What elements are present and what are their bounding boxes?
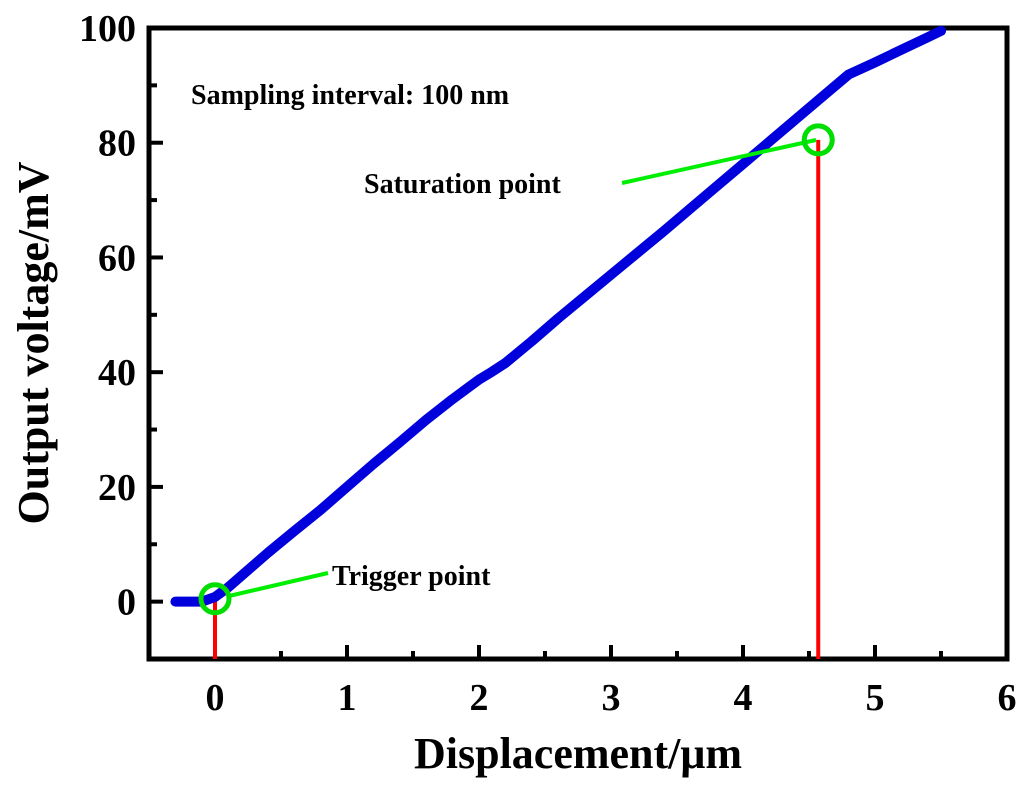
x-tick-labels: 0 1 2 3 4 5 6: [206, 677, 1017, 719]
x-axis-title: Displacement/μm: [414, 729, 742, 778]
y-tick-label: 80: [98, 123, 136, 165]
y-tick-label: 0: [117, 582, 136, 624]
x-tick-label: 0: [206, 677, 225, 719]
series-line: [170, 25, 946, 607]
saturation-point-label: Saturation point: [364, 169, 561, 200]
y-tick-label: 100: [79, 8, 136, 50]
marker-circle: [198, 582, 232, 616]
trigger-leader-line: [228, 571, 329, 598]
x-tick-label: 2: [470, 677, 489, 719]
series-layer: [170, 25, 946, 607]
sampling-interval-annotation: Sampling interval: 100 nm: [191, 80, 509, 111]
y-tick-label: 40: [98, 352, 136, 394]
trigger-point-label: Trigger point: [332, 561, 491, 592]
marker-layer: [198, 123, 835, 616]
drop-lines: [213, 139, 821, 659]
x-tick-label: 3: [602, 677, 621, 719]
x-tick-label: 5: [866, 677, 885, 719]
y-tick-label: 20: [98, 467, 136, 509]
y-axis-title: Output voltage/mV: [9, 161, 58, 524]
saturation-leader-line: [621, 138, 817, 185]
x-tick-label: 6: [998, 677, 1017, 719]
y-tick-label: 60: [98, 237, 136, 279]
marker-circle: [801, 123, 835, 157]
plot-area-frame: [146, 25, 1010, 662]
x-tick-label: 1: [338, 677, 357, 719]
axis-ticks: [149, 26, 1009, 659]
y-tick-labels: 0 20 40 60 80 100: [79, 8, 136, 624]
x-tick-label: 4: [734, 677, 753, 719]
